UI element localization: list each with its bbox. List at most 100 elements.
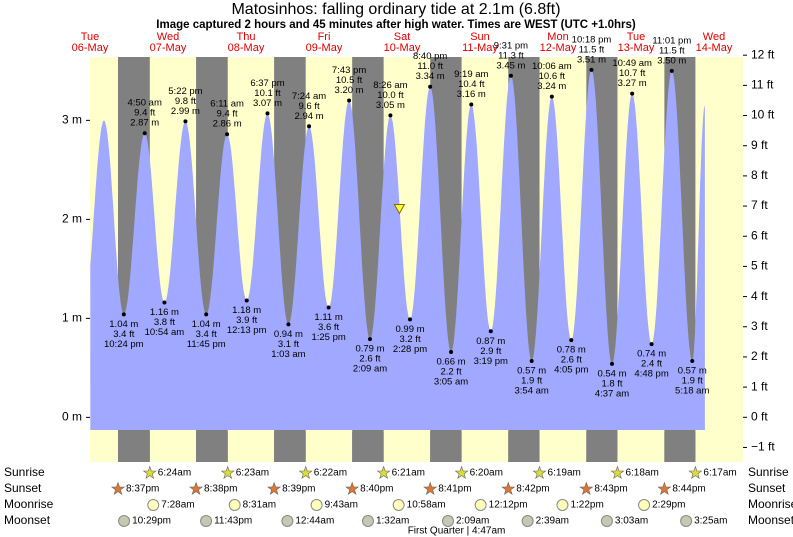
sun-icon (532, 465, 547, 480)
tide-label: 10:49 am (612, 58, 652, 69)
tide-label: 10:18 pm (572, 34, 612, 45)
tide-label: 0.79 m (355, 344, 384, 355)
tide-label: 8:26 am (373, 80, 407, 91)
tide-point (121, 312, 126, 317)
tide-label: 3.4 ft (196, 329, 217, 340)
tide-label: 10.0 ft (377, 90, 404, 101)
tide-label: 3.27 m (618, 78, 647, 89)
sunrise-time: 6:18am (625, 468, 658, 479)
moonset-time: 2:09am (456, 516, 489, 527)
moon-icon (392, 499, 405, 511)
sunset-time: 8:44pm (672, 484, 705, 495)
sun-icon (142, 465, 157, 480)
tide-label: 9.6 ft (298, 101, 319, 112)
moonrise-time: 1:22pm (570, 500, 603, 511)
tide-label: 0.54 m (597, 368, 626, 379)
tide-label: 1.11 m (314, 312, 342, 323)
day-weekday: Sun (470, 31, 490, 43)
chart-subtitle: Image captured 2 hours and 45 minutes af… (156, 19, 636, 31)
sunset-time: 8:40pm (360, 484, 393, 495)
tide-label: 2:09 am (353, 364, 387, 375)
tide-point (669, 68, 674, 73)
moonset-time: 3:03am (615, 516, 648, 527)
tide-label: 3.50 m (657, 55, 686, 66)
row-label: Sunset (748, 481, 786, 495)
moon-icon (200, 515, 213, 527)
day-date: 07-May (150, 42, 187, 54)
y2-tick-label: 10 ft (751, 108, 775, 122)
sun-icon (345, 481, 360, 496)
moon-icon (638, 499, 651, 511)
tide-label: 0.87 m (476, 336, 505, 347)
moon-icon (281, 515, 294, 527)
moonrise-time: 12:12pm (489, 500, 528, 511)
tide-point (569, 338, 574, 343)
moon-icon (361, 515, 374, 527)
sun-icon (110, 481, 126, 496)
row-label: Moonset (4, 513, 51, 527)
tide-point (326, 305, 331, 310)
moon-icon (680, 515, 693, 527)
tide-label: 3.8 ft (154, 317, 175, 328)
tide-label: 10:24 pm (104, 339, 144, 350)
sun-icon (610, 465, 625, 480)
sunrise-time: 6:20am (470, 468, 503, 479)
tide-label: 3.34 m (416, 71, 445, 82)
tide-point (469, 102, 474, 107)
tide-label: 9:31 pm (494, 40, 528, 51)
tide-label: 6:37 pm (250, 78, 284, 89)
tide-label: 2.2 ft (440, 367, 461, 378)
moon-icon (441, 515, 454, 527)
tide-label: 0.57 m (678, 365, 707, 376)
tide-point (589, 67, 594, 72)
tide-point (649, 342, 654, 347)
day-weekday: Thu (237, 31, 256, 43)
current-level-marker (393, 203, 406, 215)
tide-label: 10.7 ft (619, 68, 646, 79)
moonset-time: 12:44am (295, 516, 334, 527)
y2-tick-label: 4 ft (751, 289, 768, 303)
tide-label: 0.99 m (395, 324, 424, 335)
tide-label: 10.1 ft (254, 88, 281, 99)
tide-label: 5:22 pm (168, 86, 202, 97)
y-tick-label: 3 m (62, 113, 82, 127)
y2-tick-label: 1 ft (751, 379, 768, 393)
sun-icon (423, 481, 438, 496)
sunset-time: 8:43pm (594, 484, 627, 495)
tide-point (508, 73, 513, 78)
tide-label: 3.6 ft (318, 322, 339, 333)
tide-label: 3:19 pm (474, 356, 508, 367)
tide-point (610, 361, 615, 366)
y-tick-label: 0 m (62, 410, 82, 424)
tide-label: 10:06 am (532, 61, 572, 72)
day-date: 13-May (618, 42, 655, 54)
tide-label: 11:01 pm (652, 35, 691, 46)
sunrise-time: 6:17am (703, 468, 736, 479)
tide-point (183, 119, 188, 124)
sunset-time: 8:41pm (438, 484, 471, 495)
tide-point (549, 94, 554, 99)
day-date: 09-May (306, 42, 343, 54)
tide-point (529, 358, 534, 363)
day-weekday: Tue (627, 31, 646, 43)
moon-icon (310, 499, 323, 511)
row-label: Moonrise (4, 497, 54, 511)
row-label: Moonset (748, 513, 793, 527)
sunset-time: 8:38pm (204, 484, 237, 495)
y2-tick-label: 2 ft (751, 349, 768, 363)
row-label: Sunrise (4, 465, 45, 479)
tide-label: 1.9 ft (521, 375, 542, 386)
sunrise-time: 6:22am (314, 468, 347, 479)
y-tick-label: 1 m (62, 311, 82, 325)
tide-label: 5:18 am (675, 385, 709, 396)
moon-phase: First Quarter | 4:47am (408, 526, 506, 537)
tide-label: 3.2 ft (399, 334, 420, 345)
tide-label: 2:28 pm (393, 344, 427, 355)
night-band-lower (586, 432, 618, 462)
moonrise-time: 8:31am (243, 500, 276, 511)
sun-icon (688, 465, 703, 480)
tide-label: 3.16 m (457, 89, 486, 100)
tide-label: 7:43 pm (332, 65, 366, 76)
tide-label: 11.5 ft (579, 44, 605, 55)
moonset-time: 2:39am (536, 516, 569, 527)
